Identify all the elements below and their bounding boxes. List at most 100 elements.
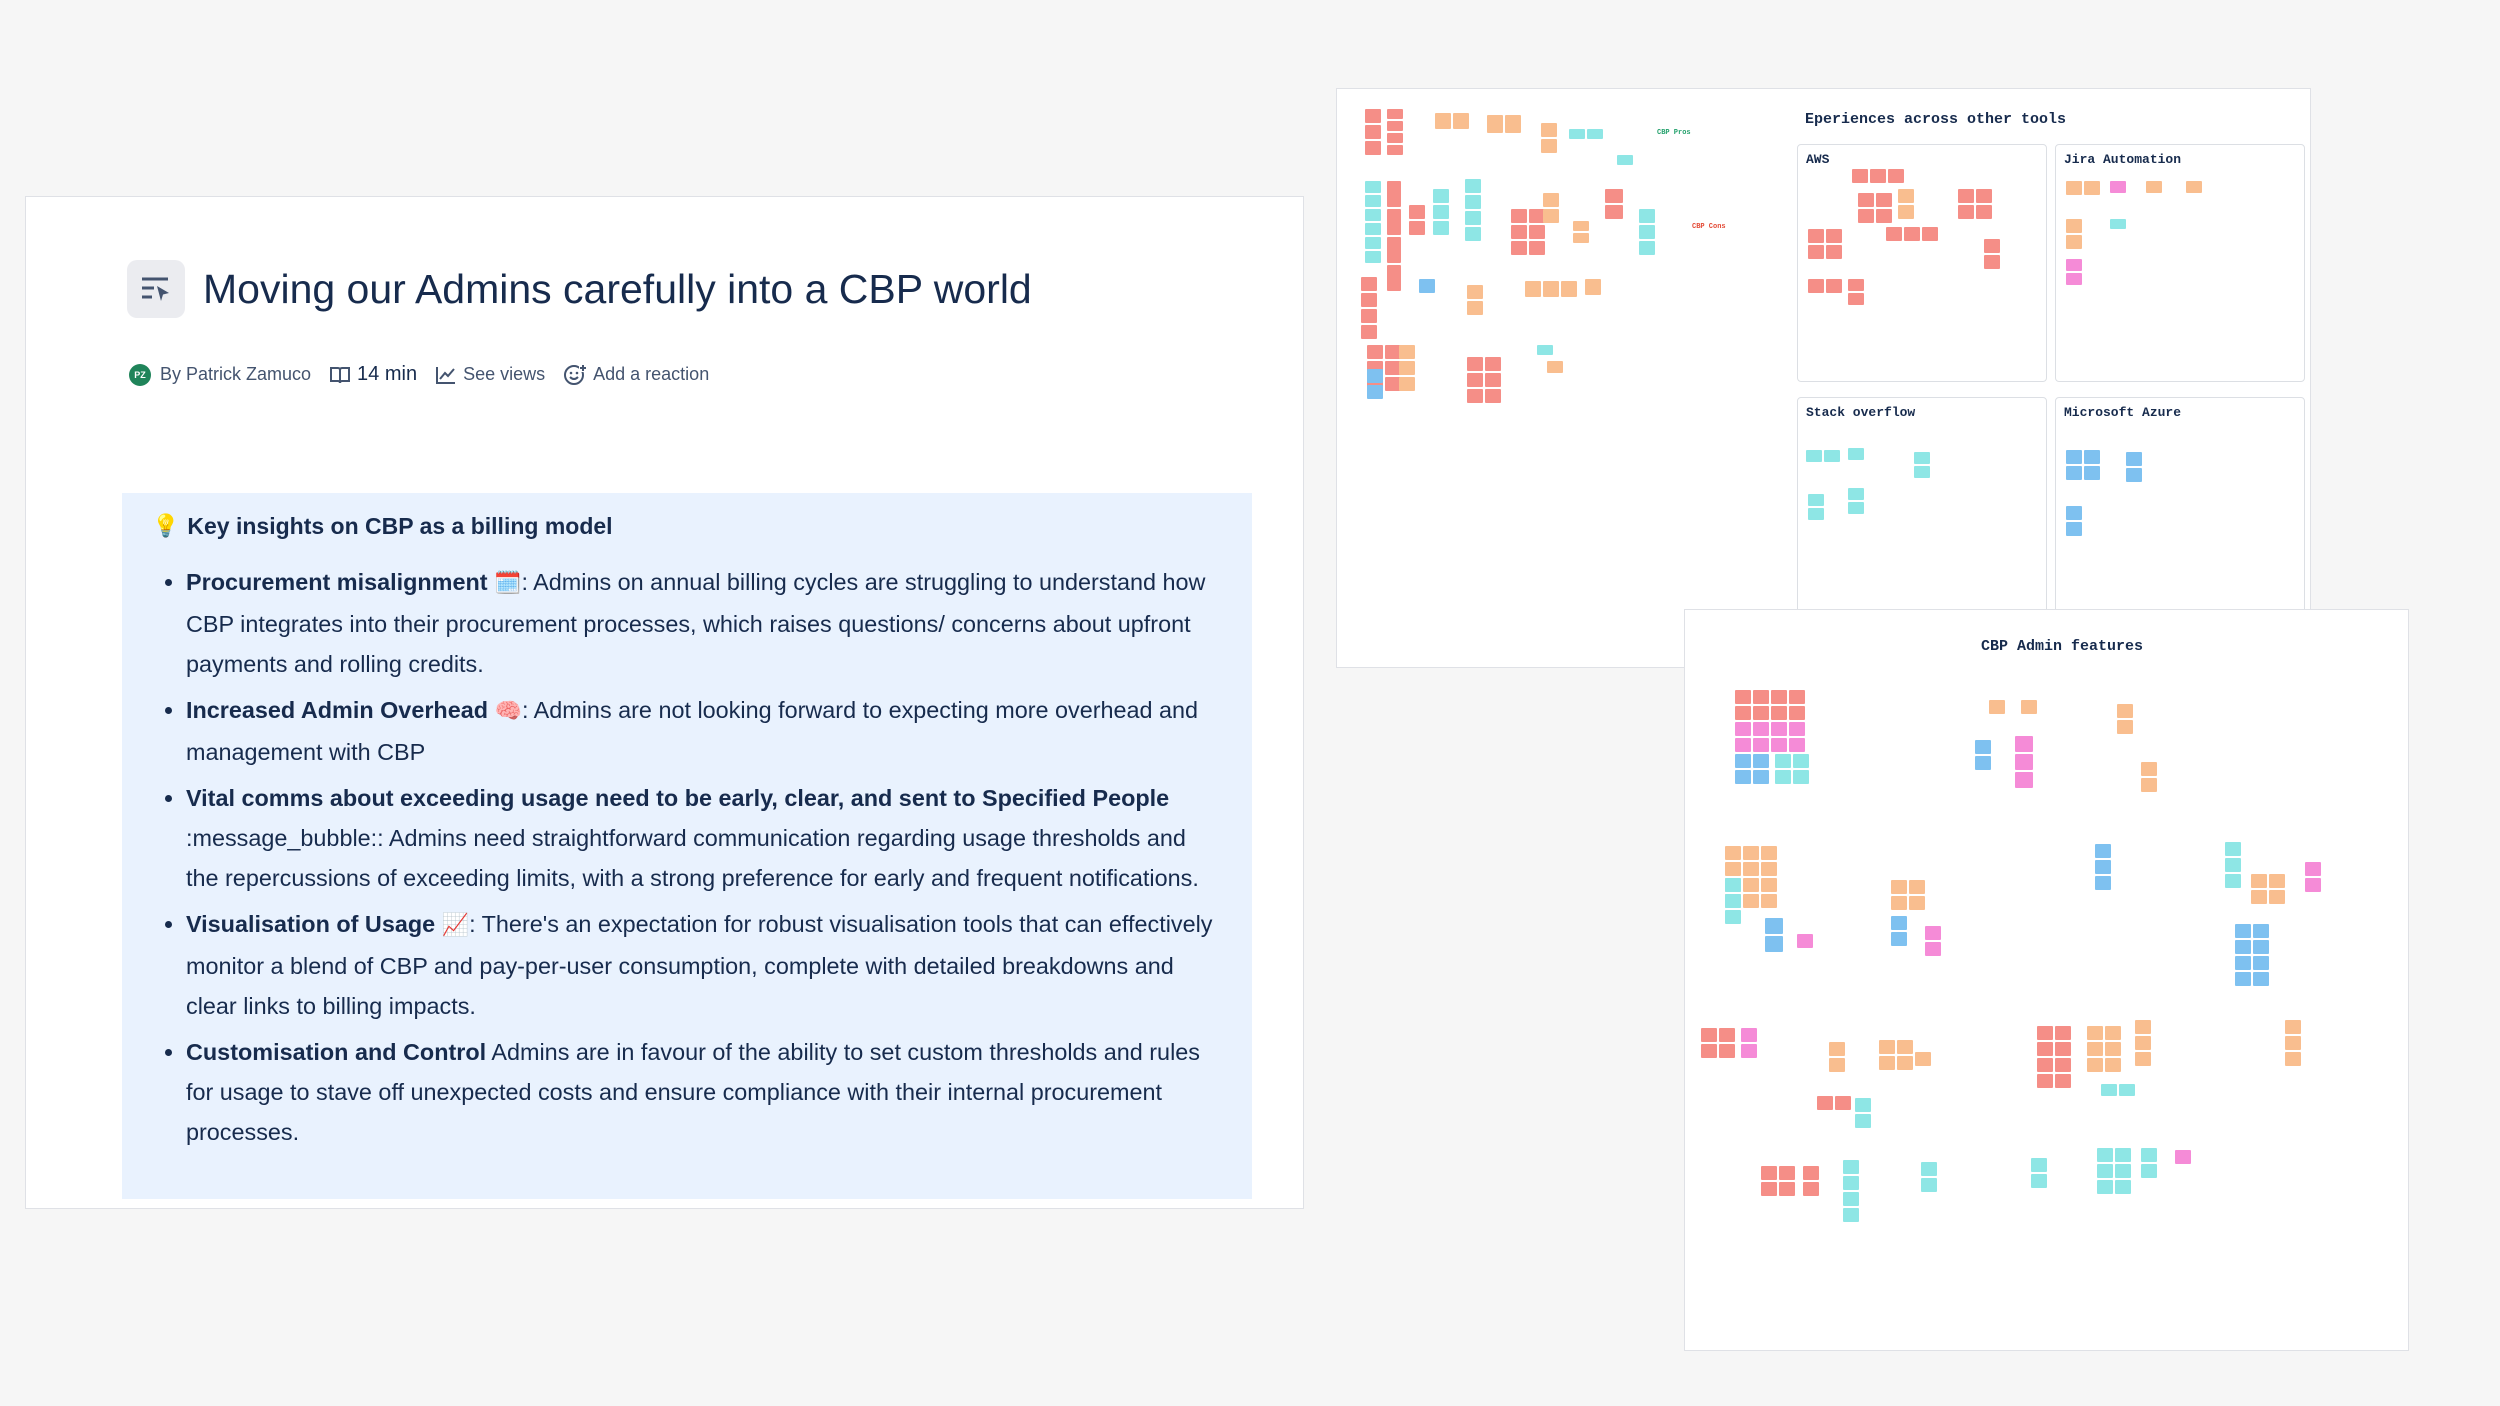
sticky-note[interactable] — [2105, 1042, 2121, 1056]
sticky-note[interactable] — [2119, 1084, 2135, 1096]
sticky-note[interactable] — [2235, 972, 2251, 986]
sticky-note[interactable] — [1803, 1182, 1819, 1196]
sticky-note[interactable] — [1771, 738, 1787, 752]
sticky-note[interactable] — [1858, 209, 1874, 223]
sticky-note[interactable] — [1915, 1052, 1931, 1066]
sticky-note[interactable] — [2285, 1020, 2301, 1034]
sticky-note[interactable] — [2037, 1058, 2053, 1072]
sticky-note[interactable] — [2037, 1026, 2053, 1040]
sticky-note[interactable] — [1925, 926, 1941, 940]
frame-jira-automation[interactable]: Jira Automation — [2055, 144, 2305, 382]
sticky-note[interactable] — [2015, 772, 2033, 788]
sticky-note[interactable] — [1529, 225, 1545, 239]
sticky-note[interactable] — [2225, 842, 2241, 856]
sticky-note[interactable] — [1365, 125, 1381, 139]
sticky-note[interactable] — [1753, 690, 1769, 704]
sticky-note[interactable] — [2269, 874, 2285, 888]
sticky-note[interactable] — [1891, 932, 1907, 946]
sticky-note[interactable] — [1365, 237, 1381, 249]
sticky-note[interactable] — [1891, 896, 1907, 910]
sticky-note[interactable] — [2015, 754, 2033, 770]
sticky-note[interactable] — [2253, 924, 2269, 938]
sticky-note[interactable] — [1433, 205, 1449, 219]
sticky-note[interactable] — [1365, 141, 1381, 155]
author[interactable]: PZ By Patrick Zamuco — [129, 363, 311, 386]
sticky-note[interactable] — [2097, 1164, 2113, 1178]
sticky-note[interactable] — [2110, 181, 2126, 193]
sticky-note[interactable] — [1843, 1192, 1859, 1206]
sticky-note[interactable] — [2141, 762, 2157, 776]
sticky-note[interactable] — [1761, 1182, 1777, 1196]
sticky-note[interactable] — [2186, 181, 2202, 193]
sticky-note[interactable] — [1891, 880, 1907, 894]
sticky-note[interactable] — [1701, 1044, 1717, 1058]
sticky-note[interactable] — [1735, 722, 1751, 736]
sticky-note[interactable] — [1511, 241, 1527, 255]
sticky-note[interactable] — [1361, 277, 1377, 291]
sticky-note[interactable] — [1409, 221, 1425, 235]
sticky-note[interactable] — [1719, 1028, 1735, 1042]
sticky-note[interactable] — [1387, 265, 1401, 291]
sticky-note[interactable] — [1975, 756, 1991, 770]
sticky-note[interactable] — [1761, 1166, 1777, 1180]
sticky-note[interactable] — [1387, 133, 1403, 143]
sticky-note[interactable] — [1771, 722, 1787, 736]
sticky-note[interactable] — [1771, 690, 1787, 704]
sticky-note[interactable] — [1453, 113, 1469, 129]
sticky-note[interactable] — [2031, 1174, 2047, 1188]
sticky-note[interactable] — [1365, 181, 1381, 193]
sticky-note[interactable] — [1817, 1096, 1833, 1110]
sticky-note[interactable] — [1914, 452, 1930, 464]
sticky-note[interactable] — [1543, 209, 1559, 223]
sticky-note[interactable] — [1735, 690, 1751, 704]
sticky-note[interactable] — [1605, 205, 1623, 219]
sticky-note[interactable] — [1367, 369, 1383, 383]
sticky-note[interactable] — [1735, 770, 1751, 784]
sticky-note[interactable] — [2066, 259, 2082, 271]
sticky-note[interactable] — [1561, 281, 1577, 297]
sticky-note[interactable] — [2305, 862, 2321, 876]
sticky-note[interactable] — [1365, 251, 1381, 263]
sticky-note[interactable] — [1808, 279, 1824, 293]
sticky-note[interactable] — [1826, 245, 1842, 259]
sticky-note[interactable] — [1765, 936, 1783, 952]
sticky-note[interactable] — [1525, 281, 1541, 297]
sticky-note[interactable] — [1399, 377, 1415, 391]
sticky-note[interactable] — [1984, 239, 2000, 253]
sticky-note[interactable] — [1975, 740, 1991, 754]
sticky-note[interactable] — [2101, 1084, 2117, 1096]
sticky-note[interactable] — [1485, 389, 1501, 403]
sticky-note[interactable] — [1806, 450, 1822, 462]
sticky-note[interactable] — [1761, 894, 1777, 908]
sticky-note[interactable] — [2055, 1058, 2071, 1072]
sticky-note[interactable] — [2175, 1150, 2191, 1164]
sticky-note[interactable] — [2095, 876, 2111, 890]
sticky-note[interactable] — [1387, 145, 1403, 155]
sticky-note[interactable] — [2066, 506, 2082, 520]
sticky-note[interactable] — [2087, 1042, 2103, 1056]
sticky-note[interactable] — [1543, 193, 1559, 207]
sticky-note[interactable] — [1797, 934, 1813, 948]
sticky-note[interactable] — [1725, 862, 1741, 876]
sticky-note[interactable] — [1989, 700, 2005, 714]
sticky-note[interactable] — [1898, 205, 1914, 219]
sticky-note[interactable] — [2015, 736, 2033, 752]
sticky-note[interactable] — [2253, 940, 2269, 954]
sticky-note[interactable] — [1735, 754, 1751, 768]
sticky-note[interactable] — [1639, 209, 1655, 223]
sticky-note[interactable] — [1735, 706, 1751, 720]
sticky-note[interactable] — [2253, 956, 2269, 970]
sticky-note[interactable] — [1843, 1160, 1859, 1174]
sticky-note[interactable] — [1537, 345, 1553, 355]
sticky-note[interactable] — [1922, 227, 1938, 241]
sticky-note[interactable] — [2105, 1058, 2121, 1072]
sticky-note[interactable] — [1547, 361, 1563, 373]
frame-aws[interactable]: AWS — [1797, 144, 2047, 382]
sticky-note[interactable] — [1761, 878, 1777, 892]
sticky-note[interactable] — [1361, 293, 1377, 307]
sticky-note[interactable] — [1984, 255, 2000, 269]
sticky-note[interactable] — [1904, 227, 1920, 241]
sticky-note[interactable] — [1914, 466, 1930, 478]
sticky-note[interactable] — [1467, 389, 1483, 403]
sticky-note[interactable] — [2066, 466, 2082, 480]
